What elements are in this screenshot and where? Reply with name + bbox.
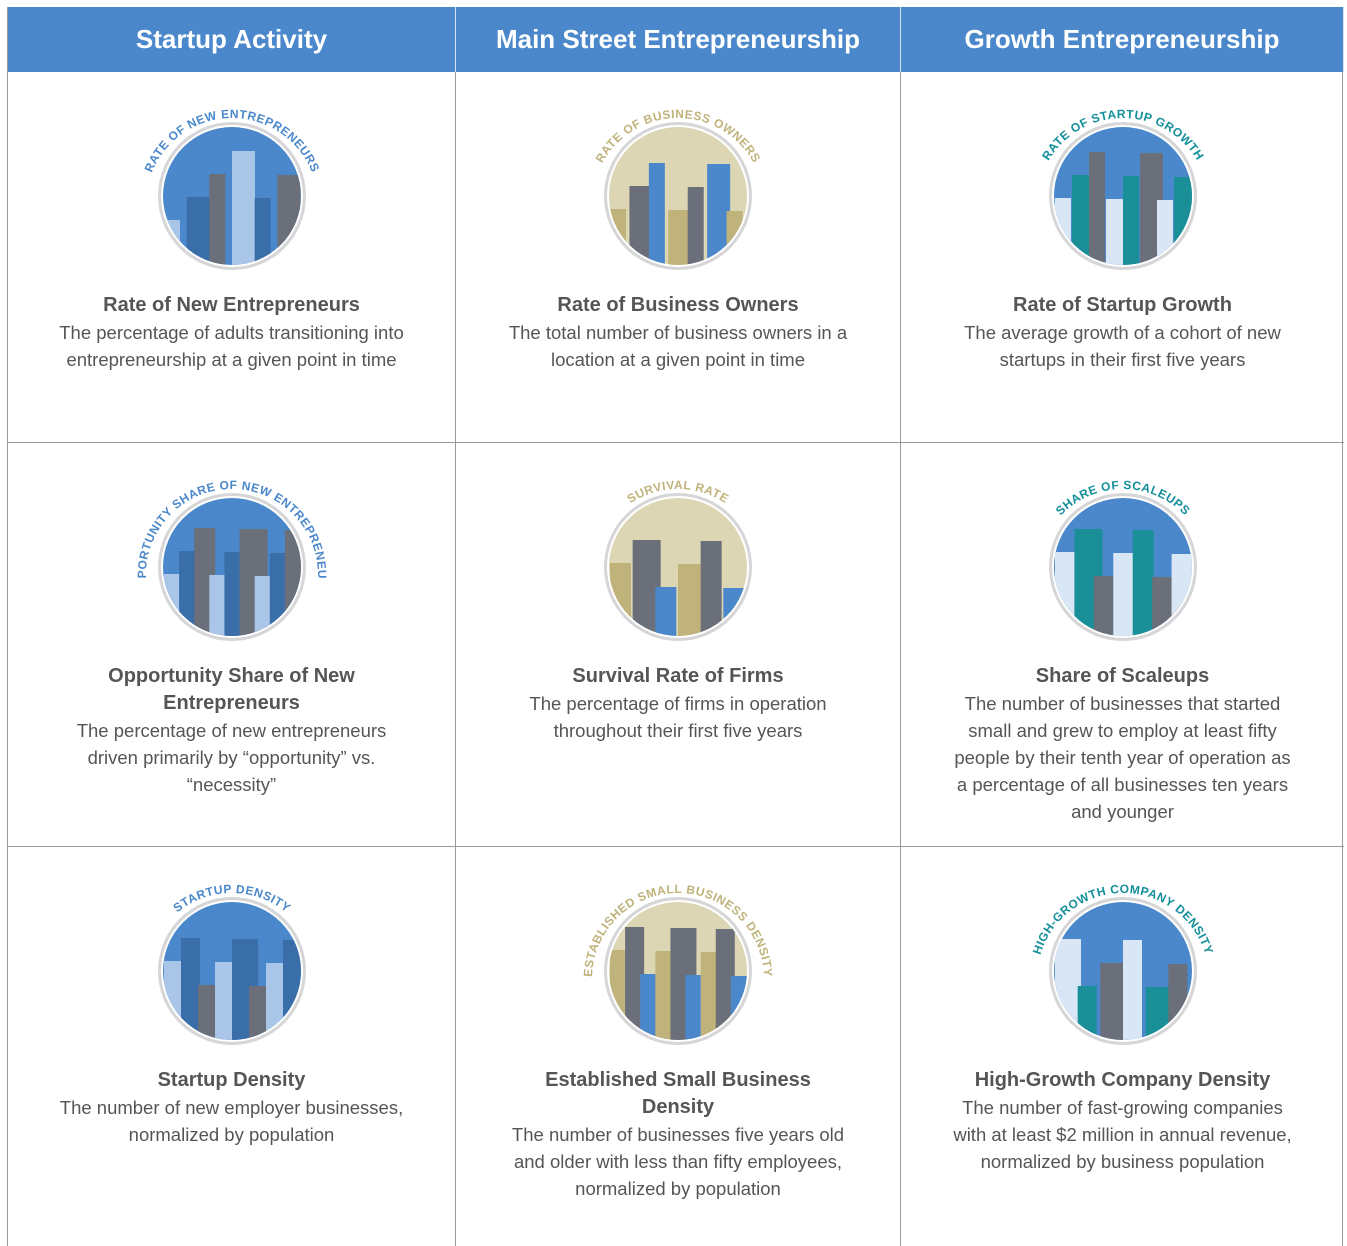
building xyxy=(687,187,704,265)
metric-description: The average growth of a cohort of new st… xyxy=(964,322,1281,370)
metric-cell: RATE OF NEW ENTREPRENEURS Rate of New Ent… xyxy=(8,72,456,443)
column-header: Growth Entrepreneurship xyxy=(901,7,1344,72)
building xyxy=(1088,152,1105,265)
metric-description: The number of new employer businesses, n… xyxy=(59,1097,404,1145)
building xyxy=(685,975,705,1040)
metric-cell: SURVIVAL RATE Survival Rate of Firms The p… xyxy=(456,443,901,847)
building xyxy=(1099,963,1126,1040)
building xyxy=(1122,176,1139,265)
metric-icon: OPPORTUNITY SHARE OF NEW ENTREPRENEURS xyxy=(132,457,328,641)
building xyxy=(707,164,731,265)
building xyxy=(655,587,677,636)
column-header: Main Street Entrepreneurship xyxy=(456,7,901,72)
building xyxy=(254,198,271,265)
metric-description: The number of businesses that started sm… xyxy=(954,693,1291,822)
metric-description: The percentage of firms in operation thr… xyxy=(529,693,827,741)
building xyxy=(700,541,722,636)
metric-cell: STARTUP DENSITY Startup Density The number… xyxy=(8,847,456,1246)
building xyxy=(231,151,255,265)
metric-cell: SHARE OF SCALEUPS Share of Scaleups The nu… xyxy=(901,443,1344,847)
metric-icon: HIGH-GROWTH COMPANY DENSITY xyxy=(1029,882,1215,1045)
building xyxy=(715,929,735,1040)
metric-title: Rate of Startup Growth xyxy=(1013,294,1232,316)
metric-title: High-Growth Company Density xyxy=(974,1069,1271,1091)
building xyxy=(1054,939,1081,1040)
metric-cell: RATE OF STARTUP GROWTH Rate of Startup Gr… xyxy=(901,72,1344,443)
building xyxy=(186,197,210,265)
building xyxy=(1122,940,1142,1040)
metric-icon: STARTUP DENSITY xyxy=(157,882,306,1045)
metric-icon: RATE OF STARTUP GROWTH xyxy=(1039,107,1206,270)
building xyxy=(629,186,653,265)
metric-title: Established Small Business Density xyxy=(545,1069,811,1118)
column-header: Startup Activity xyxy=(8,7,456,72)
metric-description: The percentage of new entrepreneurs driv… xyxy=(76,720,387,795)
building xyxy=(625,927,645,1040)
metrics-table: Startup Activity Main Street Entrepreneur… xyxy=(7,7,1344,1246)
metric-description: The number of fast-growing companies wit… xyxy=(953,1097,1292,1172)
building xyxy=(1132,530,1154,636)
metric-title: Opportunity Share of New Entrepreneurs xyxy=(108,665,355,714)
metric-cell: ESTABLISHED SMALL BUSINESS DENSITY Establ… xyxy=(456,847,901,1246)
building xyxy=(648,163,665,265)
metric-title: Survival Rate of Firms xyxy=(572,665,784,687)
building xyxy=(655,951,675,1040)
building xyxy=(1093,576,1115,636)
building xyxy=(1077,986,1097,1040)
metric-description: The number of businesses five years old … xyxy=(511,1124,845,1199)
metric-cell: RATE OF BUSINESS OWNERS Rate of Business … xyxy=(456,72,901,443)
metric-icon: SHARE OF SCALEUPS xyxy=(1048,478,1197,641)
building xyxy=(668,210,692,265)
metric-description: The total number of business owners in a… xyxy=(508,322,848,370)
building xyxy=(180,938,200,1040)
building xyxy=(208,174,225,265)
metric-title: Rate of Business Owners xyxy=(557,294,799,316)
metric-cell: HIGH-GROWTH COMPANY DENSITY High-Growth C… xyxy=(901,847,1344,1246)
icon-art xyxy=(1054,152,1192,265)
metric-icon: ESTABLISHED SMALL BUSINESS DENSITY xyxy=(581,882,775,1045)
metric-title: Rate of New Entrepreneurs xyxy=(103,294,360,316)
metric-icon: RATE OF NEW ENTREPRENEURS xyxy=(141,107,321,270)
icon-art xyxy=(1054,529,1192,636)
building xyxy=(248,986,268,1040)
metric-icon: RATE OF BUSINESS OWNERS xyxy=(593,107,763,270)
metric-title: Share of Scaleups xyxy=(1035,665,1210,687)
metric-icon: SURVIVAL RATE xyxy=(604,478,752,641)
building xyxy=(723,588,747,636)
metric-cell: OPPORTUNITY SHARE OF NEW ENTREPRENEURS Op… xyxy=(8,443,456,847)
metric-description: The percentage of adults transitioning i… xyxy=(59,322,404,370)
metric-title: Startup Density xyxy=(157,1069,306,1091)
building xyxy=(214,962,234,1040)
